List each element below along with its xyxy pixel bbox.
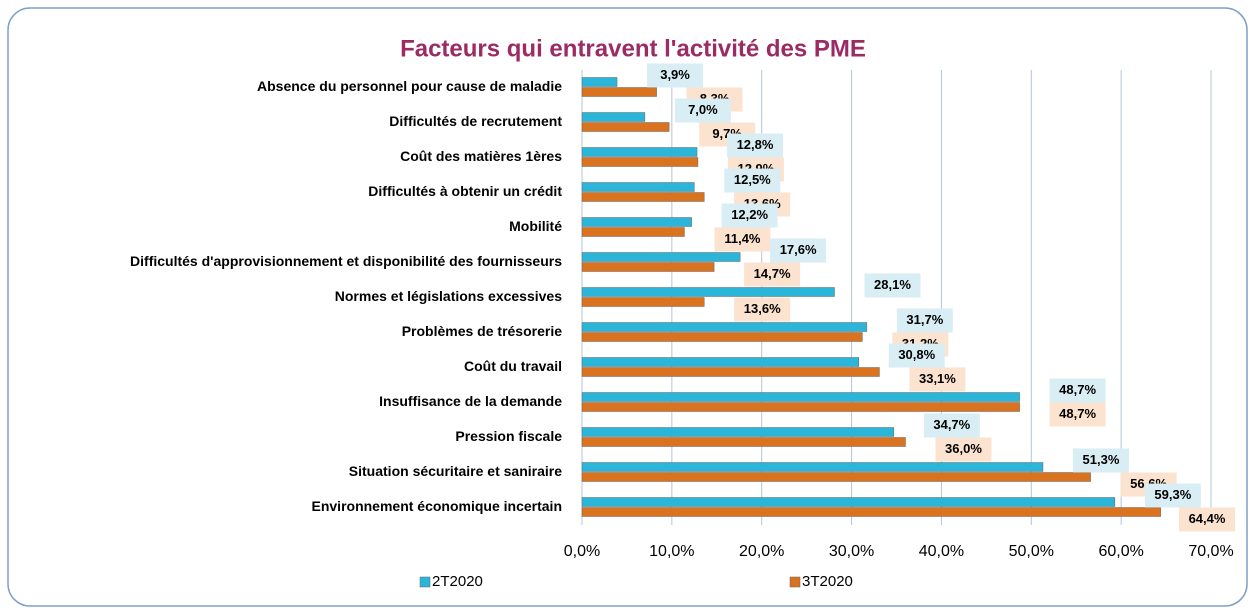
value-label: 36,0% xyxy=(945,441,982,456)
bar xyxy=(581,182,695,192)
x-tick-label: 30,0% xyxy=(829,543,874,560)
chart-title: Facteurs qui entravent l'activité des PM… xyxy=(400,35,866,62)
value-label: 12,5% xyxy=(734,172,771,187)
value-label-bg xyxy=(909,367,966,392)
bar xyxy=(581,227,685,237)
bar xyxy=(581,497,1116,507)
y-tick-label: Environnement économique incertain xyxy=(312,498,563,514)
bar xyxy=(581,252,741,262)
y-tick-label: Difficultés d'approvisionnement et dispo… xyxy=(130,253,562,269)
value-label: 30,8% xyxy=(898,347,935,362)
value-label: 59,3% xyxy=(1154,487,1191,502)
legend-swatch xyxy=(789,576,801,588)
value-label: 14,7% xyxy=(754,266,791,281)
value-label: 11,4% xyxy=(724,231,761,246)
bar xyxy=(581,192,705,202)
y-tick-label: Mobilité xyxy=(509,218,562,234)
value-label-bg xyxy=(721,203,778,228)
y-tick-label: Coût des matières 1ères xyxy=(400,148,562,164)
value-label-bg xyxy=(714,227,771,252)
value-label-bg xyxy=(734,297,791,322)
value-label-bg xyxy=(1179,507,1235,532)
value-label-bg xyxy=(935,437,992,462)
bar xyxy=(581,262,715,272)
value-label-bg xyxy=(888,343,945,368)
bar xyxy=(581,392,1020,402)
bar xyxy=(581,122,670,132)
value-label: 13,6% xyxy=(744,301,781,316)
value-label-bg xyxy=(744,262,801,287)
value-label: 7,0% xyxy=(688,102,718,117)
value-label: 3,9% xyxy=(660,67,690,82)
x-tick-label: 50,0% xyxy=(1009,543,1054,560)
bar xyxy=(581,87,657,97)
value-label-bg xyxy=(647,63,704,88)
bar xyxy=(581,322,868,332)
bar xyxy=(581,332,863,342)
value-label-bg xyxy=(923,413,980,438)
y-tick-label: Difficultés à obtenir un crédit xyxy=(368,183,562,199)
legend-swatch xyxy=(419,576,431,588)
bar xyxy=(581,462,1044,472)
bar xyxy=(581,77,618,87)
x-tick-label: 40,0% xyxy=(919,543,964,560)
bar xyxy=(581,427,895,437)
x-tick-label: 60,0% xyxy=(1098,543,1143,560)
value-label: 12,2% xyxy=(731,207,768,222)
y-tick-label: Normes et législations excessives xyxy=(335,288,562,304)
value-label-bg xyxy=(896,308,953,333)
value-label-bg xyxy=(724,168,781,193)
value-label: 31,7% xyxy=(906,312,943,327)
y-tick-label: Pression fiscale xyxy=(455,428,562,444)
value-label-bg xyxy=(1049,402,1106,427)
value-label: 64,4% xyxy=(1189,511,1226,526)
value-label-bg xyxy=(1049,378,1106,403)
y-tick-label: Absence du personnel pour cause de malad… xyxy=(257,78,562,94)
bar xyxy=(581,367,880,377)
legend-label: 3T2020 xyxy=(802,573,853,590)
x-tick-label: 20,0% xyxy=(739,543,784,560)
value-label: 48,7% xyxy=(1059,382,1096,397)
y-tick-label: Problèmes de trésorerie xyxy=(402,323,563,339)
value-label-bg xyxy=(864,273,921,298)
value-label: 17,6% xyxy=(780,242,817,257)
bar xyxy=(581,402,1020,412)
y-tick-label: Situation sécuritaire et saniraire xyxy=(349,463,562,479)
bar xyxy=(581,507,1161,517)
y-tick-label: Insuffisance de la demande xyxy=(379,393,562,409)
bar xyxy=(581,147,698,157)
legend-label: 2T2020 xyxy=(432,573,483,590)
y-tick-label: Difficultés de recrutement xyxy=(389,113,562,129)
value-label: 33,1% xyxy=(919,371,956,386)
bar xyxy=(581,287,835,297)
value-label: 51,3% xyxy=(1083,452,1120,467)
value-label: 12,8% xyxy=(737,137,774,152)
x-tick-label: 10,0% xyxy=(649,543,694,560)
bar xyxy=(581,157,699,167)
bar xyxy=(581,217,692,227)
value-label: 28,1% xyxy=(874,277,911,292)
value-label-bg xyxy=(1144,483,1201,508)
bar xyxy=(581,297,705,307)
value-label-bg xyxy=(770,238,827,263)
value-label-bg xyxy=(1072,448,1129,473)
bar xyxy=(581,437,906,447)
value-label-bg xyxy=(727,133,784,158)
value-label-bg xyxy=(674,98,731,123)
bar xyxy=(581,357,860,367)
bar xyxy=(581,112,646,122)
x-tick-label: 70,0% xyxy=(1188,543,1233,560)
value-label: 48,7% xyxy=(1059,406,1096,421)
y-tick-label: Coût du travail xyxy=(464,358,562,374)
value-label: 34,7% xyxy=(933,417,970,432)
bar xyxy=(581,472,1091,482)
x-tick-label: 0,0% xyxy=(564,543,600,560)
